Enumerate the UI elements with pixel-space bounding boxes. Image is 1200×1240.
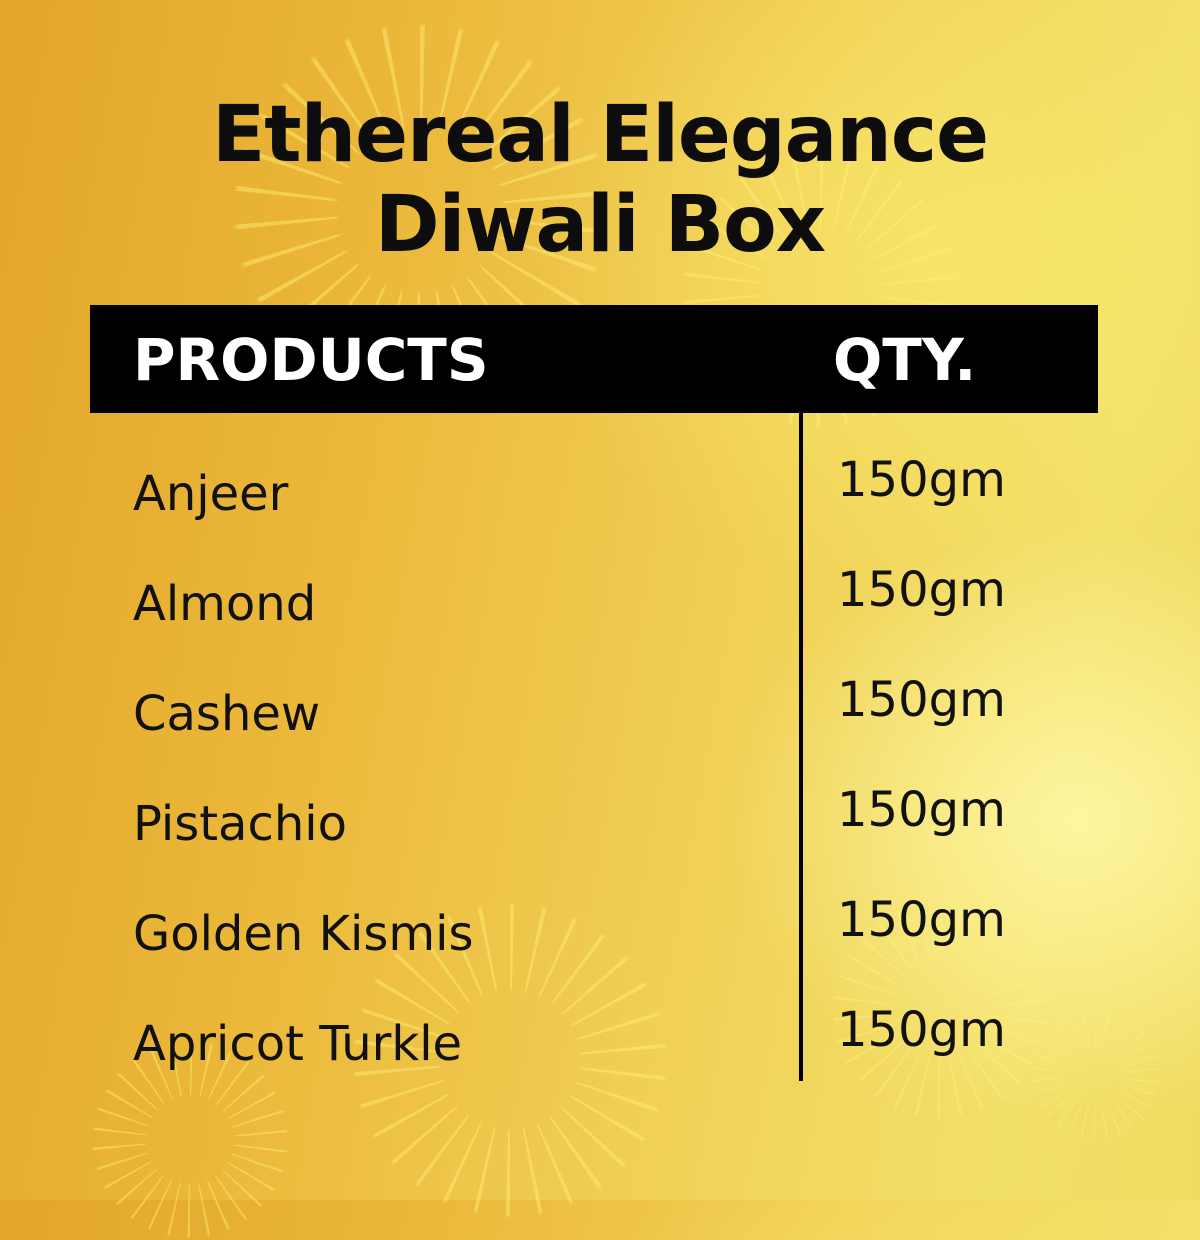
product-qty: 150gm — [837, 452, 1006, 508]
product-qty: 150gm — [837, 782, 1006, 838]
product-name: Cashew — [133, 686, 321, 742]
column-divider — [799, 413, 803, 1081]
firework-decoration — [830, 900, 1050, 1120]
product-name: Pistachio — [133, 796, 347, 852]
product-name: Almond — [133, 576, 317, 632]
product-name: Apricot Turkle — [133, 1016, 463, 1072]
header-products: PRODUCTS — [133, 326, 489, 394]
title-line-1: Ethereal Elegance — [212, 90, 989, 180]
header-qty: QTY. — [833, 326, 977, 394]
product-qty: 150gm — [837, 892, 1006, 948]
firework-decoration — [1030, 1010, 1160, 1140]
product-name: Anjeer — [133, 466, 289, 522]
product-qty: 150gm — [837, 672, 1006, 728]
product-name: Golden Kismis — [133, 906, 474, 962]
table-header: PRODUCTS QTY. — [90, 305, 1098, 413]
product-qty: 150gm — [837, 562, 1006, 618]
title-line-2: Diwali Box — [374, 180, 826, 270]
product-qty: 150gm — [837, 1002, 1006, 1058]
firework-decoration — [350, 900, 670, 1220]
